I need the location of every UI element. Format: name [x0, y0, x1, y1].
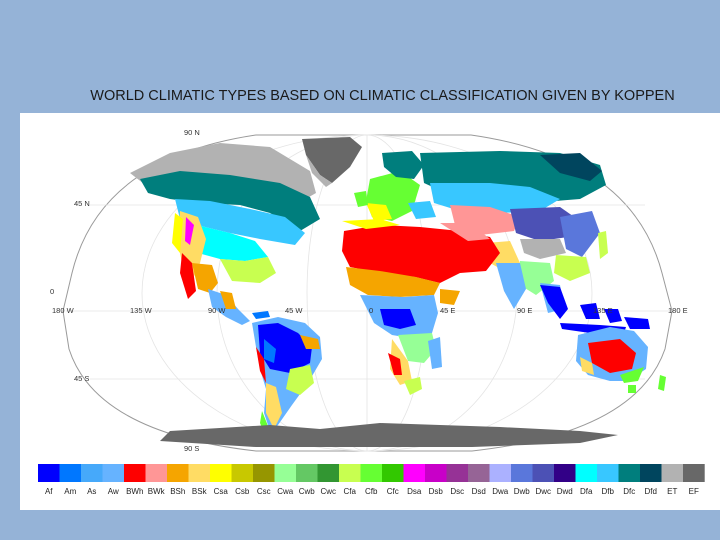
legend-swatch-bsk — [188, 464, 211, 482]
legend-label-dsb: Dsb — [429, 487, 444, 496]
legend-swatch-bwh — [124, 464, 146, 482]
world-climate-map: 90 N 45 N 0 45 S 90 S 180 W 135 W 90 W 4… — [50, 128, 688, 453]
legend-label-cfc: Cfc — [387, 487, 399, 496]
legend-swatch-cfb — [360, 464, 383, 482]
legend-label-csb: Csb — [235, 487, 250, 496]
legend-label-cfb: Cfb — [365, 487, 378, 496]
legend-label-dsa: Dsa — [407, 487, 422, 496]
legend-label-dfa: Dfa — [580, 487, 593, 496]
legend-swatch-bsh — [167, 464, 189, 482]
lat-label: 45 N — [74, 199, 90, 208]
south-america — [252, 317, 322, 437]
asia — [420, 151, 608, 313]
europe — [354, 151, 436, 221]
legend-swatch-dfa — [575, 464, 598, 482]
legend-label-dwa: Dwa — [492, 487, 509, 496]
legend-label-dsc: Dsc — [450, 487, 464, 496]
legend-swatch-bwk — [145, 464, 168, 482]
legend-label-dwd: Dwd — [557, 487, 573, 496]
legend-swatch-dsb — [425, 464, 447, 482]
legend-swatch-cwc — [317, 464, 340, 482]
legend-label-as: As — [87, 487, 96, 496]
sahara-arabia — [342, 219, 500, 283]
slide-title: WORLD CLIMATIC TYPES BASED ON CLIMATIC C… — [90, 88, 675, 104]
legend-label-cwa: Cwa — [277, 487, 294, 496]
legend-swatch-dwd — [554, 464, 576, 482]
lat-label: 90 S — [184, 444, 199, 453]
legend-swatch-cfc — [382, 464, 404, 482]
legend-label-dsd: Dsd — [472, 487, 486, 496]
legend-label-dfd: Dfd — [645, 487, 657, 496]
legend-swatch-cwa — [274, 464, 297, 482]
legend-swatch-dfb — [597, 464, 619, 482]
legend-swatch-aw — [102, 464, 125, 482]
africa — [346, 267, 460, 395]
lon-label: 135 E — [593, 306, 613, 315]
lon-label: 135 W — [130, 306, 153, 315]
legend-swatch-af — [38, 464, 60, 482]
legend-label-dwc: Dwc — [535, 487, 551, 496]
legend-swatch-dwb — [511, 464, 533, 482]
legend-swatch-cwb — [296, 464, 318, 482]
latitude-labels: 90 N 45 N 0 45 S 90 S — [50, 128, 200, 453]
legend-swatch-et — [661, 464, 684, 482]
legend-label-am: Am — [64, 487, 76, 496]
lon-label: 180 E — [668, 306, 688, 315]
legend-label-csc: Csc — [257, 487, 271, 496]
lon-label: 180 W — [52, 306, 75, 315]
legend-swatch-dsd — [468, 464, 490, 482]
legend-label-cwb: Cwb — [299, 487, 316, 496]
legend-swatch-dwc — [532, 464, 555, 482]
legend-label-bsk: BSk — [192, 487, 208, 496]
legend-label-aw: Aw — [108, 487, 119, 496]
legend-label-bwk: BWk — [148, 487, 166, 496]
legend-swatch-csc — [253, 464, 275, 482]
antarctica — [160, 423, 618, 447]
legend-label-af: Af — [45, 487, 53, 496]
lon-label: 45 W — [285, 306, 303, 315]
legend-swatch-cfa — [339, 464, 361, 482]
lon-label: 90 W — [208, 306, 226, 315]
longitude-labels: 180 W 135 W 90 W 45 W 0 45 E 90 E 135 E … — [52, 306, 688, 315]
legend-swatch-dfd — [640, 464, 662, 482]
legend-swatch-as — [81, 464, 103, 482]
map-panel: 90 N 45 N 0 45 S 90 S 180 W 135 W 90 W 4… — [20, 113, 720, 510]
legend-label-ef: EF — [689, 487, 699, 496]
legend-swatch-dsc — [446, 464, 469, 482]
legend-swatch-dfc — [618, 464, 641, 482]
legend-label-bwh: BWh — [126, 487, 143, 496]
lon-label: 45 E — [440, 306, 455, 315]
legend-label-et: ET — [667, 487, 677, 496]
australia — [576, 327, 666, 393]
legend-swatch-ef — [683, 464, 705, 482]
legend-label-bsh: BSh — [170, 487, 185, 496]
legend-swatch-am — [59, 464, 82, 482]
legend-swatch-dsa — [403, 464, 426, 482]
legend-swatch-dwa — [489, 464, 512, 482]
lat-label: 0 — [50, 287, 54, 296]
lat-label: 90 N — [184, 128, 200, 137]
climate-legend: Af Am As Aw BWh BWk BSh BSk Csa Csb Csc Cwa Cwb Cwc Cf… — [38, 464, 705, 496]
legend-label-cfa: Cfa — [344, 487, 357, 496]
legend-label-csa: Csa — [214, 487, 229, 496]
legend-label-dfb: Dfb — [602, 487, 615, 496]
legend-label-cwc: Cwc — [320, 487, 336, 496]
lon-label: 90 E — [517, 306, 532, 315]
legend-label-dfc: Dfc — [623, 487, 635, 496]
legend-label-dwb: Dwb — [514, 487, 531, 496]
lon-label: 0 — [369, 306, 373, 315]
legend-swatch-csb — [231, 464, 254, 482]
lat-label: 45 S — [74, 374, 89, 383]
maritime-se-asia — [540, 285, 650, 333]
north-america — [130, 143, 320, 325]
greenland — [302, 137, 362, 187]
legend-swatch-csa — [210, 464, 232, 482]
